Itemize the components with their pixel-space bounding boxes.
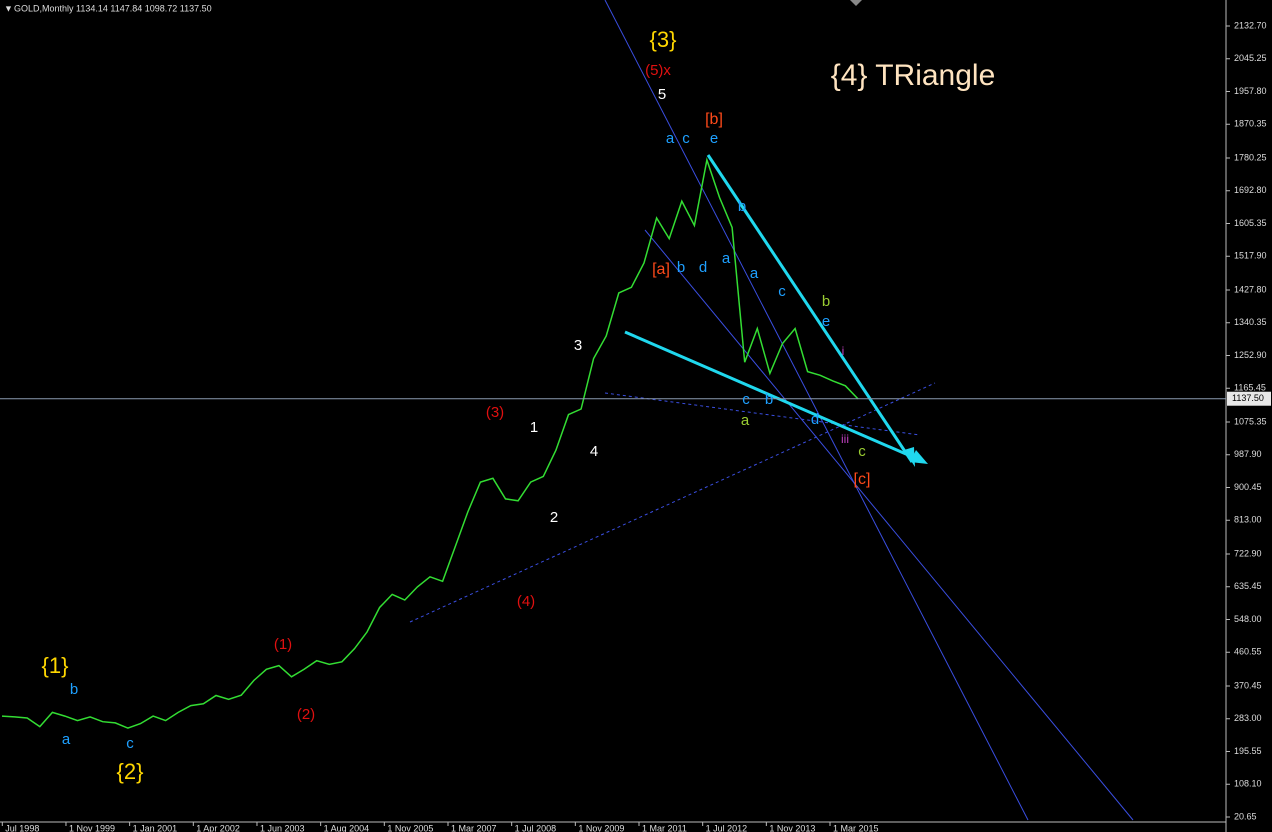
wave-label: c bbox=[858, 443, 866, 460]
wave-label: c bbox=[682, 130, 690, 147]
y-tick-label: 370.45 bbox=[1234, 680, 1262, 690]
wave-label: {1} bbox=[42, 653, 69, 678]
x-tick-label: 1 Jan 2001 bbox=[133, 823, 178, 832]
y-tick-label: 1075.35 bbox=[1234, 416, 1267, 426]
wave-label: b bbox=[765, 391, 773, 408]
wave-label: a bbox=[741, 412, 750, 429]
trend-line bbox=[624, 330, 923, 463]
x-tick-label: 1 Nov 2009 bbox=[578, 823, 624, 832]
y-tick-label: 813.00 bbox=[1234, 515, 1262, 525]
y-tick-label: 108.10 bbox=[1234, 779, 1262, 789]
x-tick-label: 1 Mar 2007 bbox=[451, 823, 497, 832]
wave-label: 4 bbox=[590, 443, 598, 460]
y-tick-label: 635.45 bbox=[1234, 581, 1262, 591]
y-tick-label: 1427.80 bbox=[1234, 284, 1267, 294]
arrow-head bbox=[910, 450, 928, 464]
wave-label: a bbox=[722, 250, 731, 267]
y-tick-label: 460.55 bbox=[1234, 647, 1262, 657]
wave-label: 3 bbox=[574, 337, 582, 354]
wave-label: 2 bbox=[550, 509, 558, 526]
x-tick-label: 1 Apr 2002 bbox=[196, 823, 240, 832]
wave-label: e bbox=[822, 313, 830, 330]
x-tick-label: 1 Mar 2011 bbox=[642, 823, 687, 832]
trend-line bbox=[706, 154, 914, 463]
y-tick-label: 900.45 bbox=[1234, 482, 1262, 492]
header: GOLD,Monthly 1134.14 1147.84 1098.72 113… bbox=[14, 3, 212, 13]
wave-label: d bbox=[811, 411, 819, 428]
wave-label: 5 bbox=[658, 86, 666, 103]
price-line bbox=[1, 157, 859, 729]
y-tick-label: 283.00 bbox=[1234, 713, 1262, 723]
wave-label: {3} bbox=[650, 27, 677, 52]
wave-label: 1 bbox=[530, 419, 538, 436]
wave-label: c bbox=[778, 283, 786, 300]
y-tick-label: 1692.80 bbox=[1234, 185, 1267, 195]
y-tick-label: 1165.45 bbox=[1234, 383, 1266, 393]
y-tick-label: 2132.70 bbox=[1234, 20, 1267, 30]
channel-line bbox=[604, 0, 1029, 821]
wave-label: {2} bbox=[117, 759, 144, 784]
wave-label: (5)x bbox=[645, 62, 671, 79]
y-tick-label: 195.55 bbox=[1234, 746, 1262, 756]
y-tick-label: 20.65 bbox=[1234, 811, 1257, 821]
y-tick-label: 722.90 bbox=[1234, 548, 1262, 558]
wave-label: b bbox=[677, 259, 685, 276]
wave-label: c bbox=[742, 391, 750, 408]
y-tick-label: 1780.25 bbox=[1234, 152, 1267, 162]
wave-label: (1) bbox=[274, 636, 292, 653]
dashed-line bbox=[409, 382, 936, 623]
wave-label: (2) bbox=[297, 706, 315, 723]
x-tick-label: 1 Nov 2005 bbox=[387, 823, 433, 832]
channel-line bbox=[644, 229, 1134, 821]
current-price-label: 1137.50 bbox=[1232, 393, 1264, 403]
x-tick-label: 1 Nov 1999 bbox=[69, 823, 115, 832]
wave-label: (3) bbox=[486, 404, 504, 421]
x-tick-label: Jul 1998 bbox=[5, 823, 39, 832]
y-tick-label: 2045.25 bbox=[1234, 53, 1267, 63]
price-layer bbox=[1, 157, 859, 729]
x-tick-label: 1 Aug 2004 bbox=[324, 823, 370, 832]
x-tick-label: 1 Nov 2013 bbox=[769, 823, 815, 832]
wave-label: c bbox=[126, 735, 134, 752]
y-tick-label: 1605.35 bbox=[1234, 218, 1267, 228]
wave-label: [b] bbox=[705, 111, 723, 128]
current-price-box bbox=[1227, 391, 1271, 406]
x-tick-label: 1 Jul 2012 bbox=[706, 823, 748, 832]
y-tick-label: 987.90 bbox=[1234, 449, 1262, 459]
shift-marker[interactable] bbox=[850, 0, 862, 6]
y-tick-label: 1252.90 bbox=[1234, 350, 1267, 360]
dashed-line bbox=[604, 392, 921, 436]
x-tick-label: 1 Mar 2015 bbox=[833, 823, 879, 832]
x-tick-label: 1 Jun 2003 bbox=[260, 823, 305, 832]
wave-label: e bbox=[710, 130, 718, 147]
wave-label: i bbox=[842, 344, 845, 358]
wave-label: d bbox=[699, 259, 707, 276]
wave-label: b bbox=[738, 198, 746, 215]
wave-label: [c] bbox=[854, 471, 871, 488]
y-tick-label: 548.00 bbox=[1234, 614, 1262, 624]
y-tick-label: 1957.80 bbox=[1234, 86, 1267, 96]
wave-label: (4) bbox=[517, 593, 535, 610]
y-tick-label: 1517.90 bbox=[1234, 251, 1267, 261]
x-tick-label: 1 Jul 2008 bbox=[515, 823, 557, 832]
wave-label: [a] bbox=[652, 261, 670, 278]
menu-arrow[interactable]: ▼ bbox=[4, 3, 13, 13]
wave-label: b bbox=[70, 681, 78, 698]
wave-label: a bbox=[666, 130, 675, 147]
y-tick-label: 1870.35 bbox=[1234, 119, 1267, 129]
wave-label: a bbox=[750, 265, 759, 282]
y-tick-label: 1340.35 bbox=[1234, 317, 1267, 327]
wave-label: {4} TRiangle bbox=[831, 59, 996, 92]
wave-label: a bbox=[62, 731, 71, 748]
wave-label: b bbox=[822, 293, 830, 310]
wave-label: iii bbox=[841, 432, 849, 446]
